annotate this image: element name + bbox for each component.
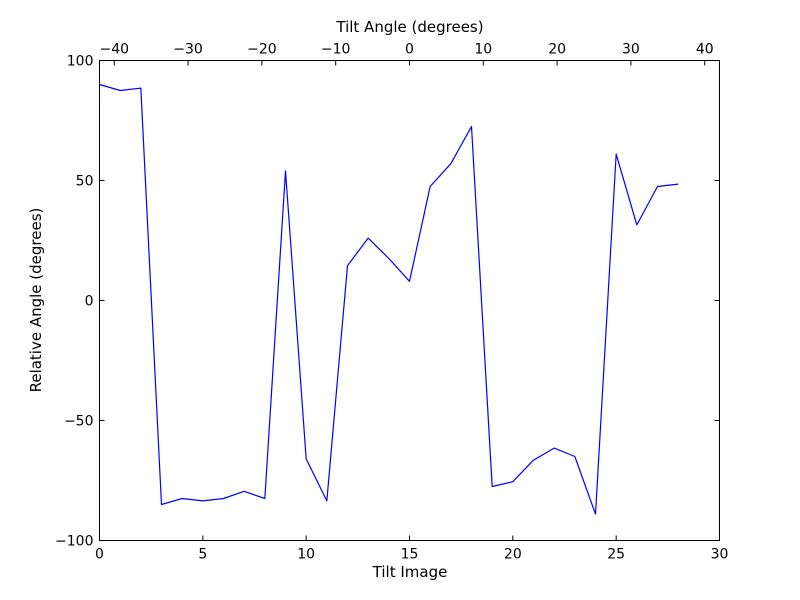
- y-axis-label: Relative Angle (degrees): [27, 208, 45, 393]
- top-axis-tick-label: −30: [173, 42, 203, 58]
- top-axis-label: Tilt Angle (degrees): [335, 18, 483, 36]
- x-tick-label: 20: [504, 547, 522, 563]
- x-tick-label: 15: [401, 547, 419, 563]
- x-tick-label: 25: [607, 547, 625, 563]
- top-axis-tick-label: 10: [474, 42, 492, 58]
- top-axis-tick-label: −40: [99, 42, 129, 58]
- top-axis-tick-label: 0: [405, 42, 414, 58]
- plot-frame: [99, 60, 720, 541]
- x-tick-label: 5: [198, 547, 207, 563]
- x-tick-label: 10: [297, 547, 315, 563]
- y-tick-label: −50: [64, 414, 94, 430]
- top-axis-tick-label: −10: [321, 42, 351, 58]
- y-tick-label: 100: [67, 54, 94, 70]
- top-axis-tick-label: −20: [247, 42, 277, 58]
- x-tick-label: 30: [711, 547, 729, 563]
- series-layer: [99, 83, 679, 515]
- ticks-layer: 0 5 10 15 20 25 30−40 −30 −20 −10 0 10 20 30 40−100−50…: [55, 42, 728, 563]
- y-tick-label: 50: [76, 174, 94, 190]
- x-tick-label: 0: [95, 547, 104, 563]
- series-line-0: [99, 83, 679, 515]
- top-axis-tick-label: 40: [696, 42, 714, 58]
- top-axis-tick-label: 20: [548, 42, 566, 58]
- x-axis-label: Tilt Image: [372, 563, 448, 581]
- y-tick-label: −100: [55, 534, 93, 550]
- y-tick-label: 0: [85, 294, 94, 310]
- top-axis-tick-label: 30: [622, 42, 640, 58]
